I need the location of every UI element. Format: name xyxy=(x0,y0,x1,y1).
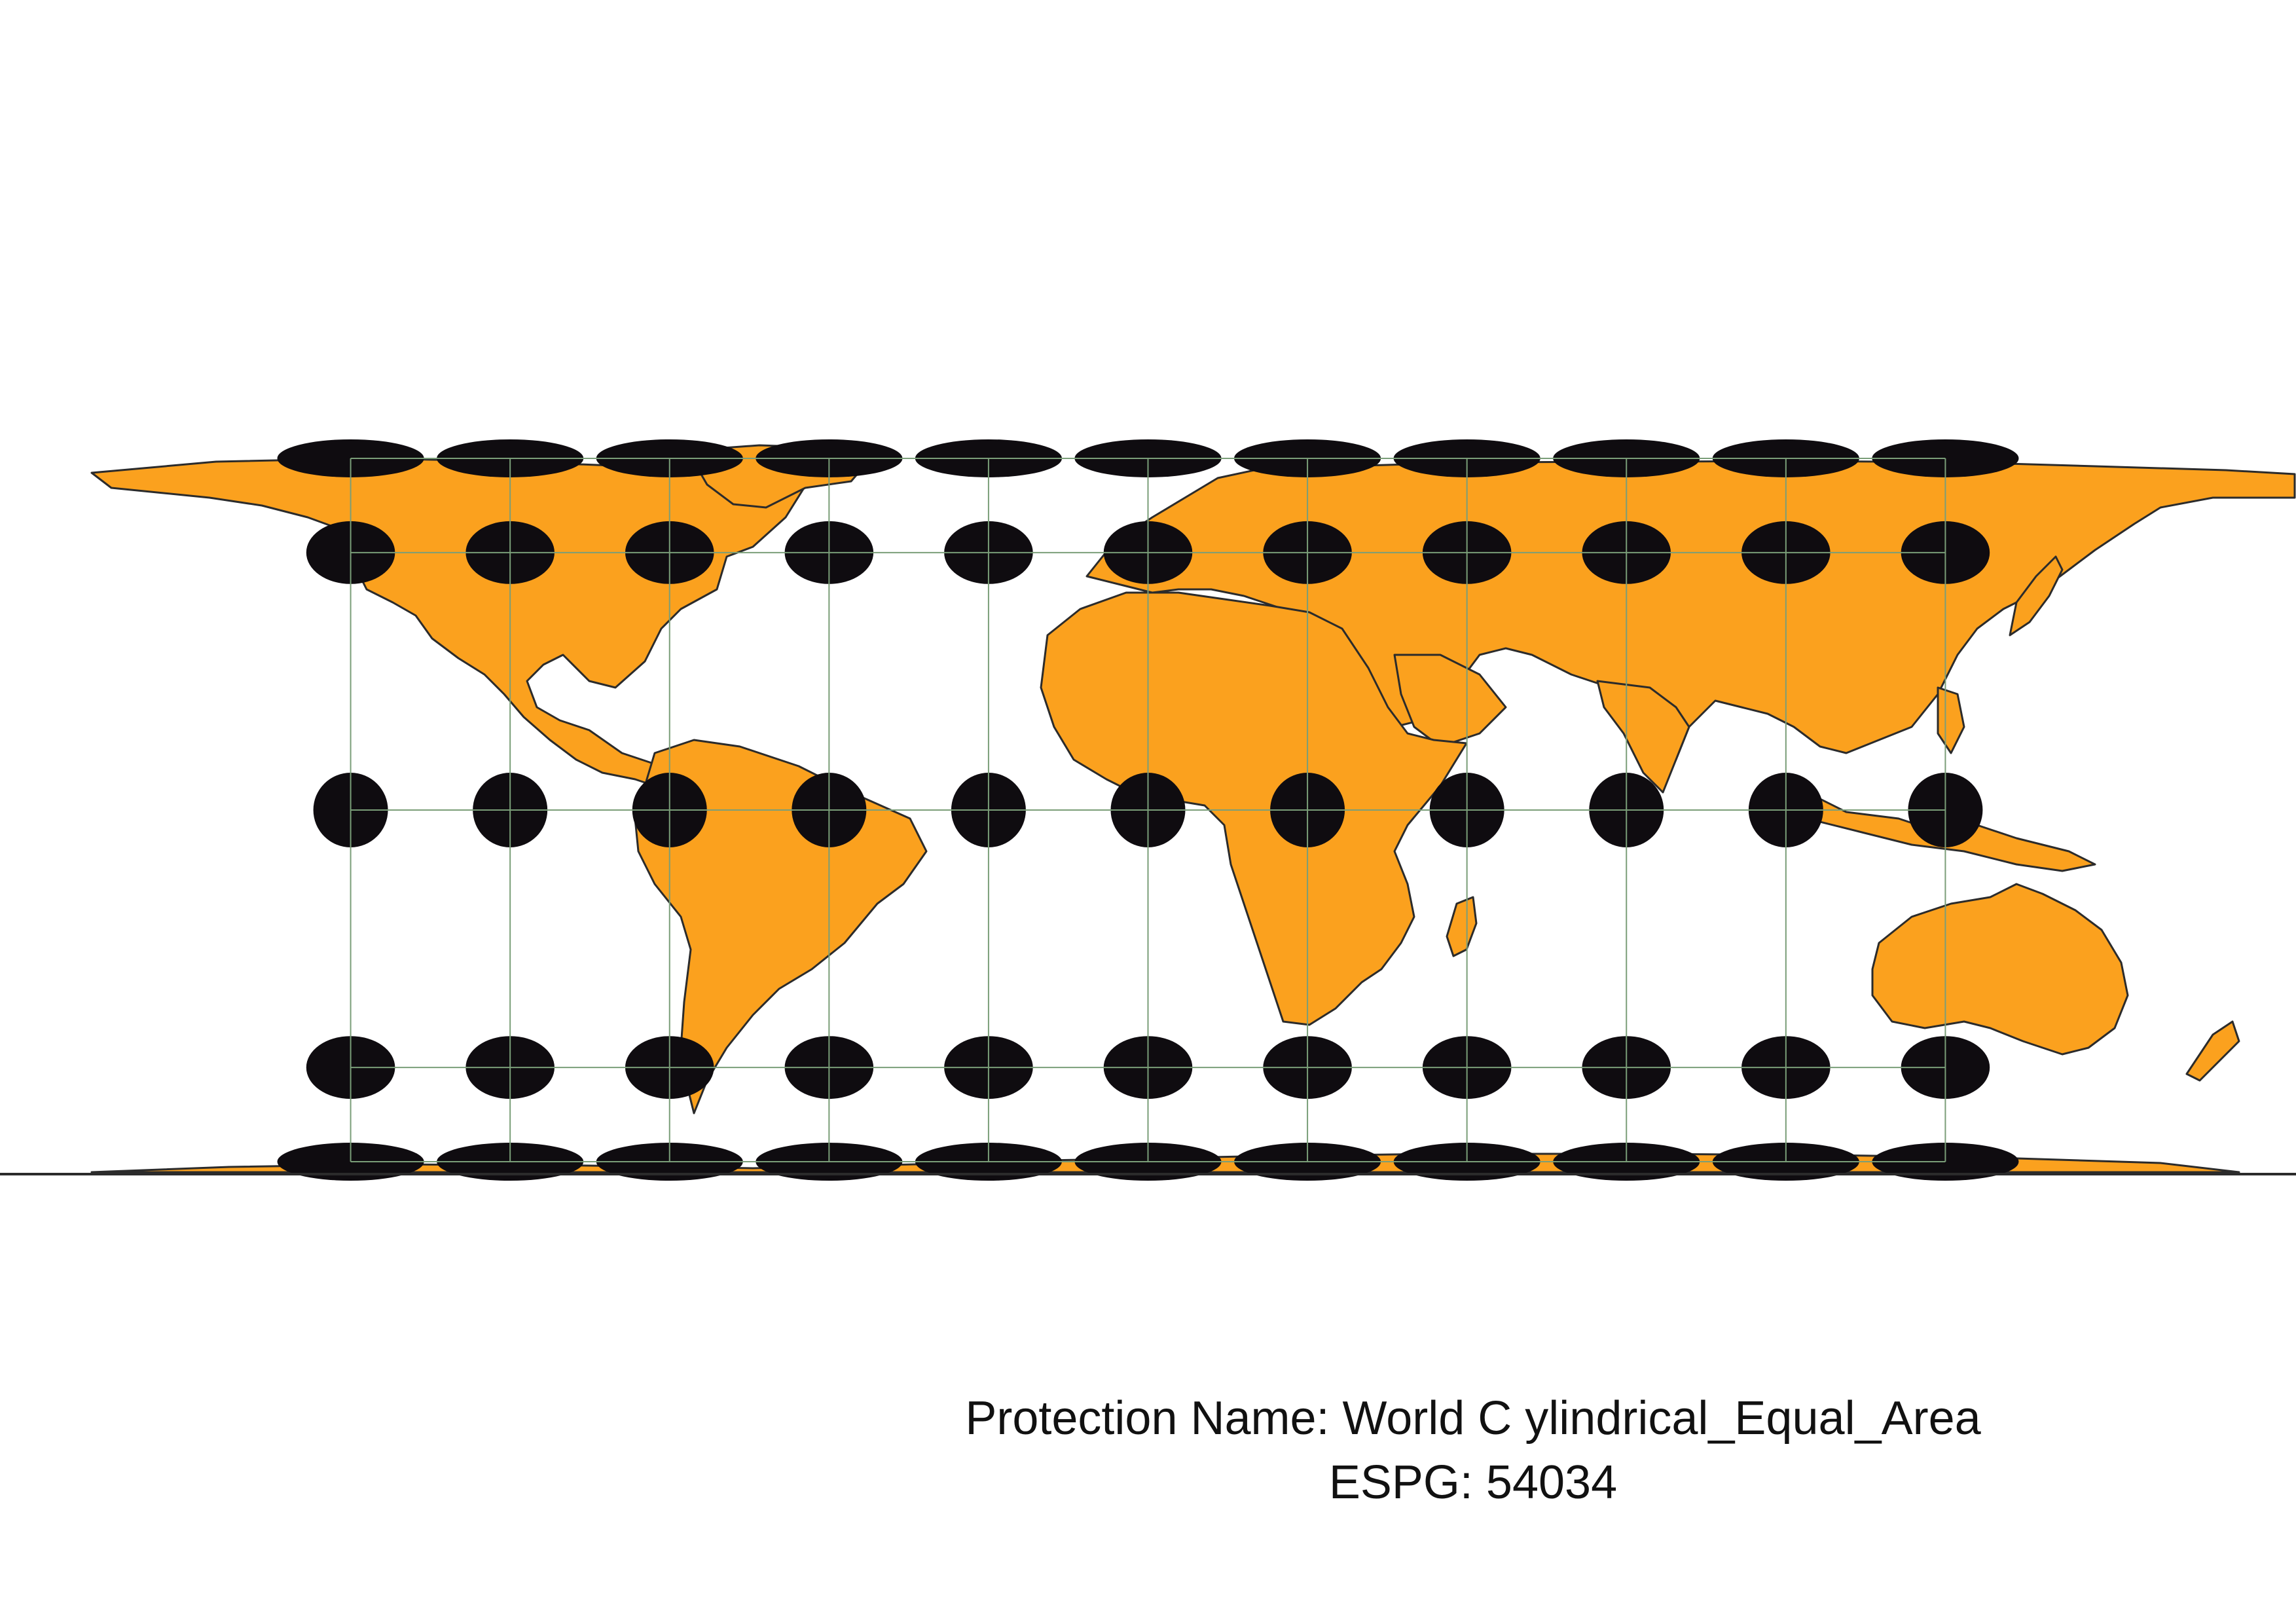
land-indonesia xyxy=(1766,784,2096,872)
land-australia xyxy=(1871,883,2129,1056)
land-arabia xyxy=(1393,654,1507,748)
projection-name-label: Protection Name: World C ylindrical_Equa… xyxy=(965,1392,1981,1445)
land-india xyxy=(1596,680,1690,794)
land-new-zealand xyxy=(2185,1020,2240,1082)
land-north-america xyxy=(90,457,807,787)
graticule xyxy=(350,457,1946,1163)
land-japan xyxy=(2009,555,2064,637)
epsg-label: ESPG: 54034 xyxy=(1328,1456,1618,1509)
land-philippines xyxy=(1937,686,1965,754)
land-madagascar xyxy=(1446,896,1478,957)
